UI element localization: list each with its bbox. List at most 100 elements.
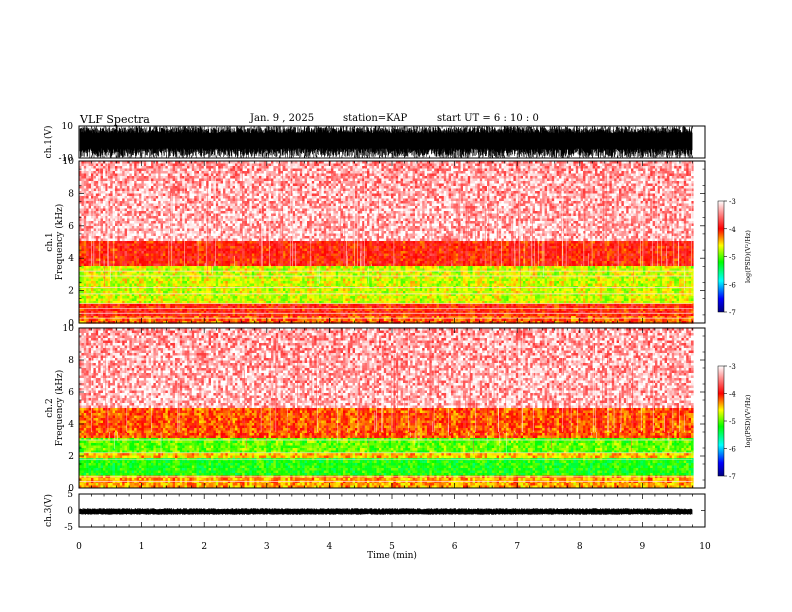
ch1-spectrogram-cell: [429, 168, 432, 172]
ch1-spectrogram-cell: [554, 161, 557, 164]
ch1-spectrogram-cell: [242, 171, 245, 174]
ch1-spectrogram-cell: [223, 198, 226, 202]
ch1-spectrogram-cell: [484, 183, 488, 187]
ch1-spectrogram-cell: [261, 163, 264, 167]
ch1-spectrogram-cell: [475, 196, 478, 199]
ch1-spectrogram-cell: [415, 203, 418, 207]
ch1-spectrogram-cell: [208, 188, 212, 192]
ch1-spectrogram-cell: [333, 161, 336, 164]
ch1-spectrogram-cell: [302, 178, 305, 182]
ch1-spectrogram-cell: [491, 196, 495, 199]
ch1-spectrogram-cell: [467, 171, 471, 174]
ch1-spectrogram-cell: [93, 178, 96, 182]
ch1-spectrogram-cell: [429, 198, 432, 202]
ch1-spectrogram-cell: [664, 183, 668, 187]
ch1-spectrogram-cell: [628, 173, 632, 177]
ch1-spectrogram-cell: [115, 191, 118, 194]
ch1-spectrogram-cell: [508, 178, 512, 182]
ch1-spectrogram-cell: [650, 193, 653, 197]
ch1-spectrogram-cell: [446, 198, 449, 202]
ch1-spectrogram-cell: [331, 193, 334, 197]
ch1-spectrogram-cell: [431, 198, 435, 202]
ch1-spectrogram-cell: [506, 163, 509, 167]
ch1-spectrogram-cell: [215, 203, 219, 207]
ch1-spectrogram-cell: [172, 196, 176, 199]
ch1-spectrogram-cell: [187, 196, 190, 199]
ch1-spectrogram-cell: [244, 188, 248, 192]
ch1-spectrogram-cell: [631, 206, 634, 209]
ch1-spectrogram-cell: [559, 163, 562, 167]
ch1-spectrogram-cell: [455, 201, 459, 204]
ch1-spectrogram-cell: [412, 191, 416, 194]
ch1-spectrogram-cell: [271, 208, 274, 212]
ch1-spectrogram-cell: [381, 161, 384, 164]
ch1-spectrogram-cell: [314, 171, 317, 174]
ch1-spectrogram-cell: [626, 161, 629, 164]
ch1-spectrogram-cell: [671, 186, 675, 189]
ch1-spectrogram-cell: [153, 173, 156, 177]
ch1-spectrogram-cell: [124, 196, 128, 199]
ch1-spectrogram-cell: [506, 193, 509, 197]
ch1-spectrogram-cell: [81, 198, 84, 202]
ch1-spectrogram-cell: [535, 163, 538, 167]
ch1-spectrogram-cell: [352, 193, 356, 197]
ch1-spectrogram-cell: [448, 186, 452, 189]
ch1-spectrogram-cell: [91, 161, 94, 164]
ch1-spectrogram-cell: [323, 191, 327, 194]
ch1-spectrogram-cell: [177, 178, 180, 182]
ch1-spectrogram-cell: [691, 176, 694, 179]
ch1-spectrogram-cell: [631, 198, 634, 202]
ch1-spectrogram-cell: [223, 193, 226, 197]
ch1-spectrogram-cell: [412, 161, 416, 164]
ch1-spectrogram-cell: [683, 183, 687, 187]
ch1-spectrogram-cell: [604, 168, 608, 172]
ch1-spectrogram-cell: [256, 178, 260, 182]
ch1-spectrogram-cell: [539, 188, 543, 192]
ch1-spectrogram-cell: [350, 191, 353, 194]
ch1-spectrogram-cell: [179, 168, 183, 172]
ch1-spectrogram-cell: [280, 178, 284, 182]
ch1-spectrogram-cell: [333, 206, 336, 209]
ch1-spectrogram-cell: [290, 173, 293, 177]
ch1-spectrogram-cell: [496, 163, 500, 167]
ch1-spectrogram-cell: [494, 168, 497, 172]
ch1-spectrogram-cell: [287, 173, 291, 177]
ch1-spectrogram-cell: [307, 208, 310, 212]
ch1-spectrogram-cell: [638, 173, 641, 177]
ch1-spectrogram-cell: [122, 208, 125, 212]
ch1-spectrogram-cell: [662, 161, 665, 164]
ch1-spectrogram-cell: [309, 173, 312, 177]
ch1-spectrogram-cell: [187, 208, 190, 212]
ch1-spectrogram-cell: [359, 198, 363, 202]
ch1-spectrogram-cell: [619, 178, 622, 182]
ch1-spectrogram-cell: [345, 166, 348, 169]
ch1-spectrogram-cell: [455, 163, 459, 167]
ch1-spectrogram-cell: [479, 166, 483, 169]
ch1-spectrogram-cell: [256, 203, 260, 207]
ch1-spectrogram-cell: [691, 166, 694, 169]
ch1-spectrogram-cell: [86, 163, 89, 167]
ch1-spectrogram-cell: [158, 183, 161, 187]
ch1-spectrogram-cell: [119, 196, 123, 199]
ch1-spectrogram-cell: [400, 178, 404, 182]
ch1-spectrogram-cell: [527, 198, 531, 202]
ch1-spectrogram-cell: [155, 208, 159, 212]
ch1-spectrogram-cell: [259, 198, 262, 202]
ch1-spectrogram-cell: [448, 166, 452, 169]
ch1-spectrogram-cell: [405, 196, 408, 199]
ch1-spectrogram-cell: [163, 201, 166, 204]
ch1-spectrogram-cell: [623, 176, 627, 179]
ch1-spectrogram-cell: [470, 176, 473, 179]
ch1-spectrogram-cell: [393, 206, 396, 209]
ch1-spectrogram-cell: [191, 161, 195, 164]
ch1-spectrogram-cell: [395, 161, 399, 164]
ch1-spectrogram-cell: [110, 186, 113, 189]
ch1-spectrogram-cell: [249, 191, 252, 194]
ch1-spectrogram-cell: [590, 198, 593, 202]
ch1-spectrogram-cell: [290, 193, 293, 197]
ch1-spectrogram-cell: [347, 201, 351, 204]
ch1-spectrogram-cell: [549, 171, 552, 174]
ch1-spectrogram-cell: [443, 206, 447, 209]
ch1-spectrogram-cell: [182, 161, 185, 164]
ch1-spectrogram-cell: [549, 181, 552, 184]
